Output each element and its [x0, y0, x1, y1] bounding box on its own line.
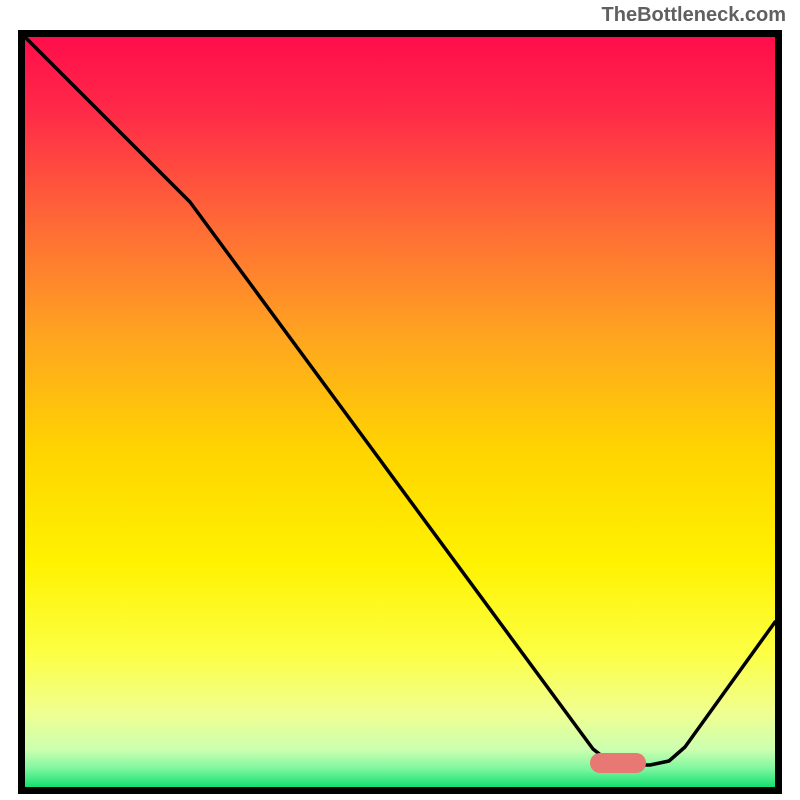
bottleneck-curve: [25, 37, 775, 787]
optimum-marker: [590, 753, 646, 773]
watermark-text: TheBottleneck.com: [602, 4, 786, 27]
chart-plot-area: [25, 37, 775, 787]
